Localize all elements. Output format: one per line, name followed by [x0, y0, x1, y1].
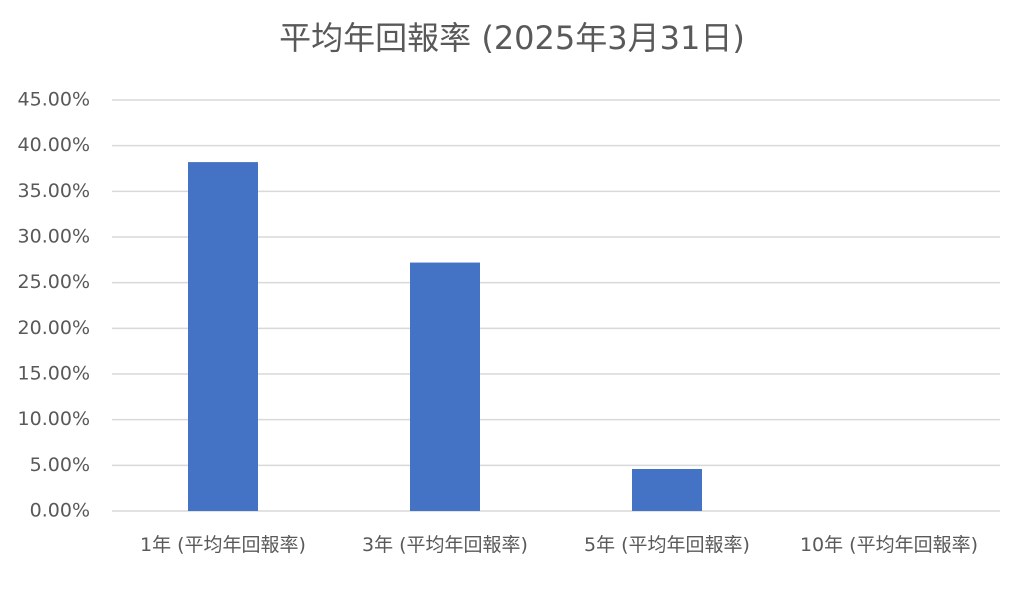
y-tick-label: 30.00% [18, 226, 90, 248]
bar [632, 468, 702, 511]
x-tick-label: 5年 (平均年回報率) [584, 534, 750, 556]
y-tick-label: 25.00% [18, 271, 90, 293]
y-tick-label: 0.00% [30, 500, 90, 522]
x-tick-label: 1年 (平均年回報率) [140, 534, 306, 556]
bar [410, 262, 480, 511]
x-tick-label: 10年 (平均年回報率) [799, 534, 979, 556]
y-tick-label: 15.00% [18, 363, 90, 385]
y-tick-label: 40.00% [18, 134, 90, 156]
y-tick-label: 20.00% [18, 317, 90, 339]
chart-title: 平均年回報率 (2025年3月31日) [279, 19, 745, 57]
bar [188, 162, 258, 511]
y-tick-label: 5.00% [30, 454, 90, 476]
y-tick-label: 45.00% [18, 89, 90, 111]
y-tick-label: 10.00% [18, 408, 90, 430]
x-tick-label: 3年 (平均年回報率) [362, 534, 528, 556]
y-tick-label: 35.00% [18, 180, 90, 202]
